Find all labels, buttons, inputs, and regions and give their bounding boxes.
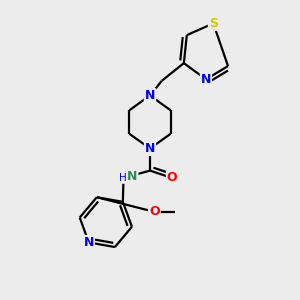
Text: N: N (84, 236, 94, 249)
Text: S: S (209, 17, 218, 30)
Text: H: H (119, 173, 127, 183)
Text: O: O (149, 205, 160, 218)
Text: N: N (127, 170, 137, 183)
Text: N: N (201, 73, 211, 86)
Text: O: O (167, 172, 177, 184)
Text: N: N (145, 89, 155, 102)
Text: N: N (145, 142, 155, 155)
